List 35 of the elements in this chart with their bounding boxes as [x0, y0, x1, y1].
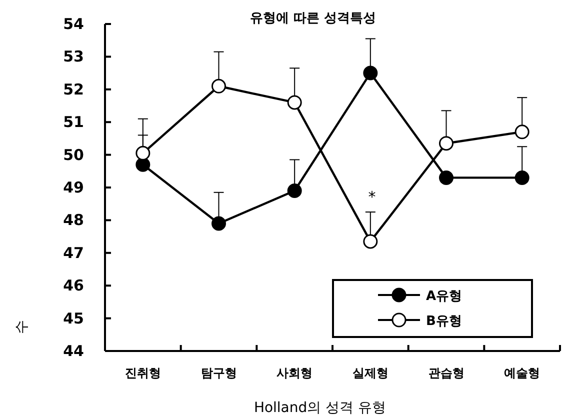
point	[363, 234, 378, 249]
point	[514, 124, 530, 140]
point	[363, 66, 378, 80]
point	[136, 146, 150, 160]
point	[514, 170, 530, 185]
chart-title: 유형에 따른 성격특성	[250, 11, 376, 26]
y-tick-label: 47	[63, 244, 84, 262]
y-tick-label: 52	[63, 80, 84, 98]
point	[287, 184, 302, 198]
x-tick-label: 실제형	[352, 366, 388, 380]
point	[439, 136, 454, 151]
point	[439, 170, 454, 185]
legend-label: A유형	[426, 289, 462, 304]
y-tick-label: 50	[63, 146, 84, 164]
x-tick-label: 사회형	[276, 366, 313, 380]
annotation: *	[368, 188, 376, 206]
x-axis-title: Holland의 성격 유형	[254, 400, 386, 416]
y-tick-label: 46	[63, 276, 84, 295]
legend-label: B유형	[426, 314, 462, 329]
x-tick-label: 진취형	[124, 366, 161, 380]
y-tick-label: 49	[63, 178, 84, 196]
y-tick-label: 48	[63, 211, 84, 230]
x-tick-label: 탐구형	[200, 366, 237, 380]
x-tick-label: 예술형	[504, 366, 540, 380]
y-axis-title: 수	[14, 320, 30, 334]
y-tick-label: 54	[63, 15, 84, 33]
point	[212, 78, 226, 94]
x-tick-label: 관습형	[428, 366, 464, 380]
y-tick-label: 44	[63, 342, 84, 360]
point	[136, 157, 150, 172]
y-tick-label: 45	[63, 309, 84, 328]
point	[287, 95, 302, 110]
y-tick-label: 53	[63, 48, 84, 66]
point	[212, 216, 226, 231]
y-tick-label: 51	[63, 113, 84, 132]
